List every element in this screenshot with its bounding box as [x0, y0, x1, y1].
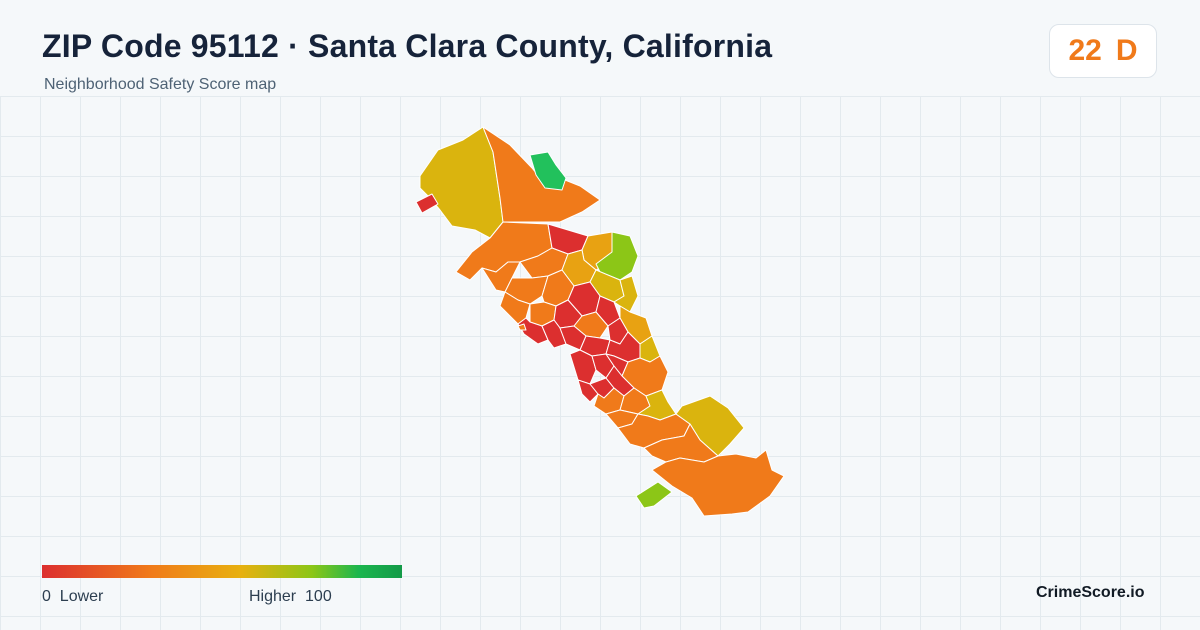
legend-min-value: 0 [42, 588, 51, 605]
legend-low-text: Lower [59, 588, 104, 605]
map-region[interactable] [635, 481, 673, 509]
legend-max-label: Higher 100 [249, 588, 332, 606]
page-subtitle: Neighborhood Safety Score map [44, 76, 277, 93]
brand-logo-text: CrimeScore.io [1036, 584, 1145, 601]
page-title: ZIP Code 95112 · Santa Clara County, Cal… [42, 28, 773, 64]
safety-score-grade: D [1115, 34, 1138, 67]
map-region[interactable] [517, 323, 527, 331]
map-header: ZIP Code 95112 · Santa Clara County, Cal… [0, 0, 1200, 96]
safety-score-value: 22 [1068, 34, 1102, 67]
map-region[interactable] [481, 261, 521, 293]
legend-max-value: 100 [305, 588, 332, 605]
map-region[interactable] [577, 379, 599, 403]
map-region[interactable] [415, 193, 439, 214]
legend-gradient-bar [42, 565, 402, 578]
map-region[interactable] [529, 151, 567, 191]
legend-high-text: Higher [249, 588, 297, 605]
safety-score-badge: 22 D [1049, 24, 1157, 78]
map-region[interactable] [651, 449, 785, 517]
legend-min-label: 0 Lower [42, 588, 103, 606]
